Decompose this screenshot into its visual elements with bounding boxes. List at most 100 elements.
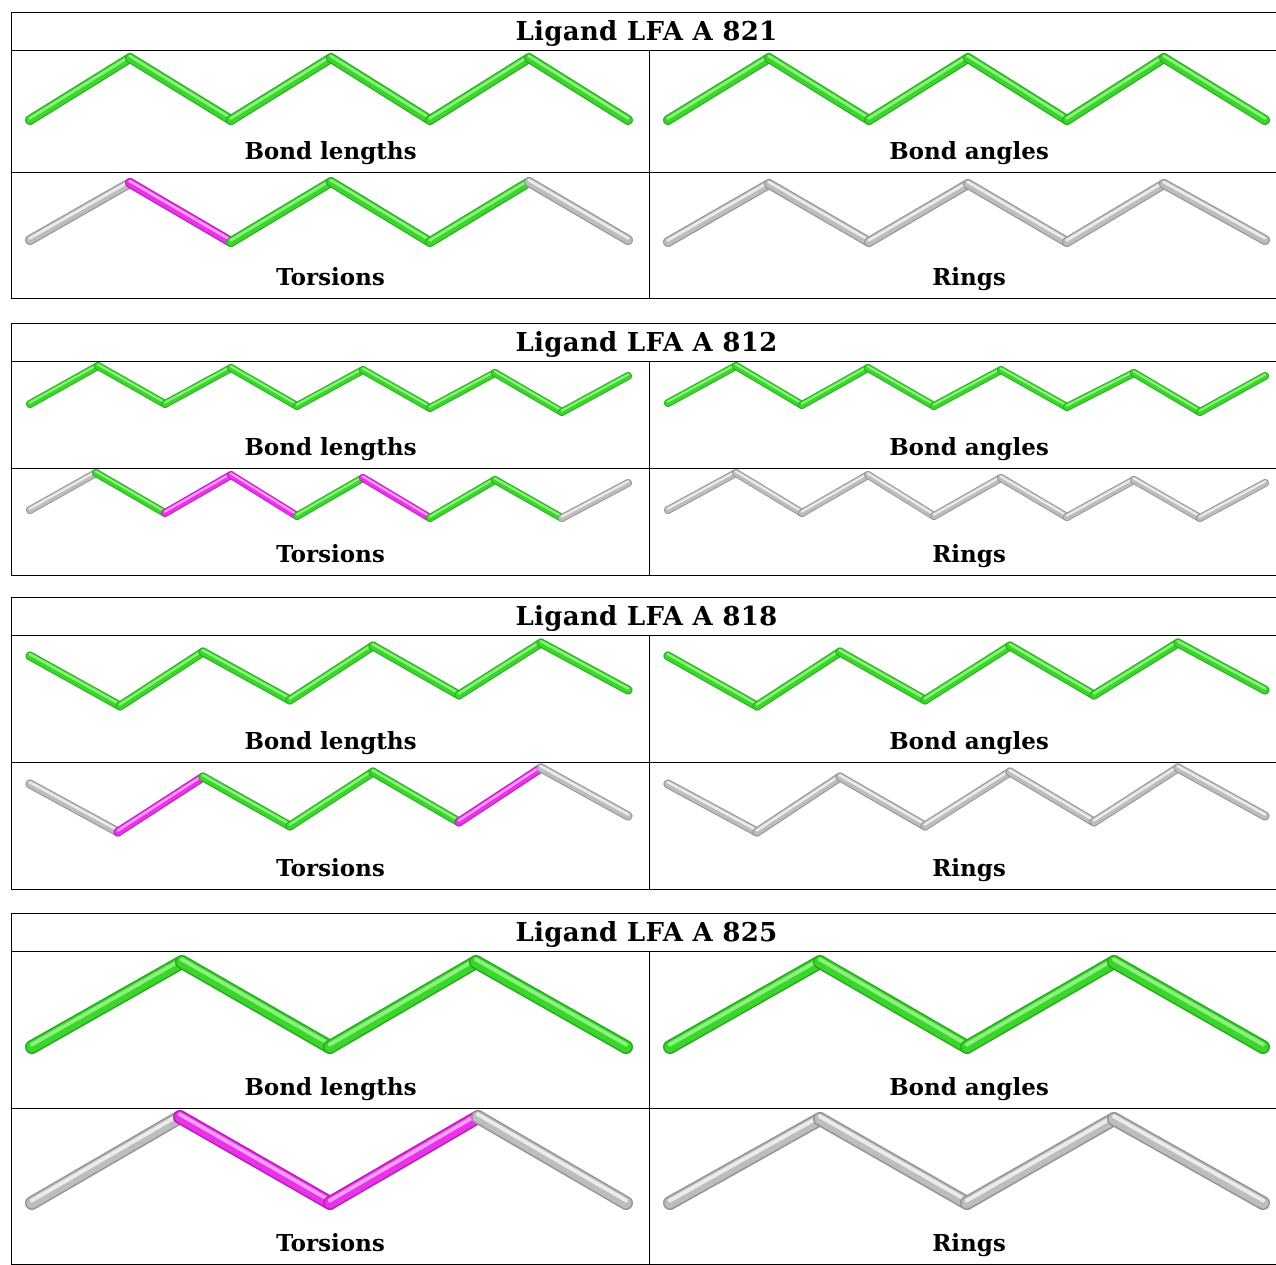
molecule-bond-3 — [835, 772, 930, 831]
panel-torsions: Torsions — [12, 1109, 650, 1264]
molecule-render — [25, 177, 633, 247]
molecule-bond-2 — [113, 772, 208, 837]
molecule-bond-5 — [1005, 641, 1099, 700]
molecule-bond-1 — [664, 469, 740, 514]
molecule-bond-4 — [920, 767, 1015, 831]
molecule-bond-7 — [1063, 476, 1138, 521]
panel-rings: Rings — [650, 1109, 1276, 1264]
molecule-bond-5 — [1062, 179, 1169, 247]
panel-caption: Bond angles — [889, 1074, 1049, 1101]
molecule-bond-7 — [536, 638, 633, 695]
panel-caption: Torsions — [276, 855, 385, 882]
molecule-bond-8 — [491, 476, 566, 522]
molecule-bond-3 — [960, 955, 1121, 1054]
torsion-ring-row: Torsions Rings — [12, 763, 1276, 889]
molecule-bond-2 — [125, 178, 236, 247]
molecule-render — [25, 763, 633, 837]
molecule-bond-2 — [752, 772, 845, 837]
panel-torsions: Torsions — [12, 763, 650, 889]
molecule-render — [26, 469, 632, 522]
panel-rings: Rings — [650, 173, 1276, 298]
molecule-bond-4 — [471, 1110, 633, 1210]
molecule-bond-6 — [359, 474, 434, 522]
molecule-bond-7 — [1173, 638, 1270, 695]
panel-torsions: Torsions — [12, 469, 650, 575]
ligand-table-3: Ligand LFA A 818 Bond lengths Bond angles T… — [11, 597, 1276, 890]
molecule-bond-3 — [864, 53, 973, 125]
molecule-bond-3 — [161, 364, 235, 408]
molecule-bond-9 — [1196, 372, 1269, 416]
molecule-bond-7 — [1063, 369, 1138, 411]
molecule-bond-3 — [323, 955, 483, 1054]
molecule-bond-4 — [227, 364, 301, 410]
molecule-bond-6 — [1089, 763, 1183, 827]
torsion-ring-row: Torsions Rings — [12, 1109, 1276, 1264]
molecule-bond-1 — [25, 1110, 187, 1210]
molecule-bond-4 — [864, 364, 938, 410]
panel-bond-lengths: Bond lengths — [12, 952, 650, 1108]
molecule-bond-6 — [454, 638, 546, 700]
panel-caption: Bond lengths — [244, 728, 417, 755]
panel-bond-lengths: Bond lengths — [12, 636, 650, 762]
molecule-bond-3 — [864, 179, 973, 247]
panel-caption: Rings — [932, 855, 1006, 882]
molecule-bond-1 — [663, 179, 774, 247]
molecule-bond-2 — [813, 955, 974, 1054]
molecule-bond-7 — [426, 476, 499, 522]
molecule-render — [663, 53, 1270, 125]
panel-torsions: Torsions — [12, 173, 650, 298]
molecule-bond-3 — [198, 772, 295, 831]
molecule-bond-1 — [663, 651, 762, 711]
molecule-bond-2 — [175, 955, 337, 1054]
molecule-bond-1 — [25, 955, 189, 1054]
molecule-bond-1 — [25, 53, 135, 125]
molecule-bond-5 — [930, 474, 1005, 520]
molecule-bond-2 — [125, 53, 236, 125]
panel-bond-angles: Bond angles — [650, 51, 1276, 172]
molecule-bond-9 — [558, 479, 632, 522]
molecule-bond-3 — [798, 471, 872, 517]
molecule-bond-1 — [25, 651, 125, 711]
molecule-render — [663, 638, 1270, 711]
geometry-row: Bond lengths Bond angles — [12, 636, 1276, 763]
molecule-bond-3 — [835, 647, 930, 705]
ligand-title: Ligand LFA A 825 — [12, 914, 1276, 952]
molecule-bond-2 — [94, 362, 169, 408]
molecule-bond-1 — [663, 53, 774, 125]
geometry-row: Bond lengths Bond angles — [12, 51, 1276, 173]
molecule-render — [25, 53, 633, 125]
panel-caption: Bond lengths — [244, 434, 417, 461]
molecule-bond-2 — [732, 362, 806, 409]
molecule-bond-4 — [963, 179, 1072, 247]
torsion-ring-row: Torsions Rings — [12, 173, 1276, 298]
panel-bond-lengths: Bond lengths — [12, 362, 650, 468]
panel-bond-lengths: Bond lengths — [12, 51, 650, 172]
panel-caption: Rings — [932, 264, 1006, 291]
molecule-bond-6 — [454, 763, 546, 827]
molecule-bond-2 — [764, 53, 874, 125]
panel-caption: Torsions — [276, 264, 385, 291]
panel-caption: Bond angles — [889, 728, 1049, 755]
molecule-bond-5 — [1062, 53, 1169, 125]
molecule-bond-4 — [1107, 955, 1270, 1054]
panel-caption: Rings — [932, 541, 1006, 568]
panel-bond-angles: Bond angles — [650, 636, 1276, 762]
molecule-bond-8 — [491, 369, 566, 416]
molecule-bond-4 — [227, 471, 301, 520]
molecule-render — [664, 362, 1269, 416]
torsion-ring-row: Torsions Rings — [12, 469, 1276, 575]
panel-caption: Bond lengths — [244, 1074, 417, 1101]
molecule-render — [25, 955, 633, 1054]
molecule-bond-4 — [326, 177, 435, 247]
molecule-bond-4 — [469, 955, 633, 1054]
molecule-bond-6 — [524, 53, 633, 125]
molecule-bond-5 — [368, 641, 464, 700]
molecule-bond-6 — [359, 366, 434, 412]
molecule-bond-8 — [1130, 476, 1204, 522]
molecule-bond-1 — [26, 469, 100, 514]
molecule-bond-2 — [115, 647, 208, 711]
molecule-bond-1 — [25, 779, 123, 837]
molecule-bond-4 — [920, 641, 1015, 705]
molecule-bond-5 — [293, 366, 367, 410]
molecule-bond-6 — [997, 366, 1071, 411]
